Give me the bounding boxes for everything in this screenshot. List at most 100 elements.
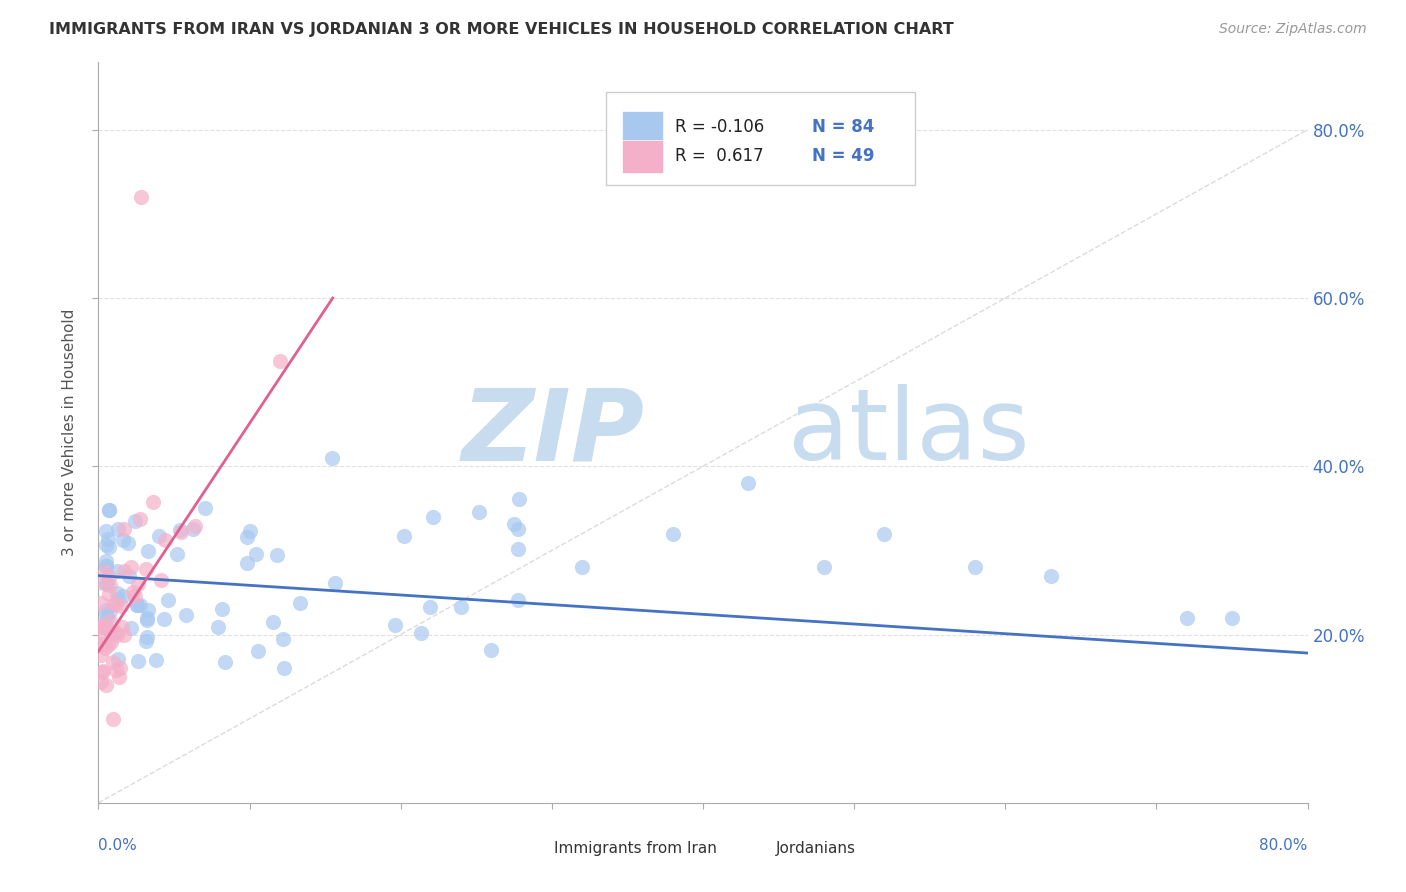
Point: [94, 565, 117, 579]
Text: Immigrants from Iran: Immigrants from Iran: [554, 841, 717, 856]
Point: [93, 665, 115, 679]
Point: [124, 514, 146, 528]
Point: [108, 670, 131, 684]
FancyBboxPatch shape: [621, 140, 664, 173]
Point: [103, 655, 125, 669]
Point: [288, 596, 311, 610]
Point: [467, 505, 489, 519]
Point: [98, 540, 121, 554]
Point: [245, 547, 267, 561]
Point: [90, 596, 112, 610]
Point: [148, 529, 170, 543]
Point: [94, 554, 117, 568]
Point: [93, 641, 115, 656]
Point: [129, 512, 152, 526]
Point: [107, 651, 129, 665]
Point: [661, 526, 683, 541]
Point: [873, 526, 896, 541]
Point: [214, 655, 236, 669]
Point: [157, 593, 180, 607]
Point: [166, 547, 188, 561]
Point: [127, 654, 149, 668]
Point: [94, 608, 117, 623]
Point: [100, 627, 122, 641]
Point: [142, 495, 165, 509]
Point: [506, 523, 529, 537]
Point: [90, 674, 112, 689]
Point: [96, 575, 118, 590]
FancyBboxPatch shape: [522, 837, 553, 861]
Point: [90, 619, 112, 633]
Point: [100, 578, 122, 592]
Point: [105, 586, 128, 600]
Point: [112, 565, 135, 579]
Point: [96, 611, 118, 625]
Point: [120, 560, 142, 574]
Point: [104, 597, 127, 611]
Point: [94, 538, 117, 552]
Point: [262, 615, 284, 630]
Point: [479, 643, 502, 657]
Point: [91, 620, 114, 634]
Point: [96, 678, 118, 692]
Text: N = 49: N = 49: [811, 147, 875, 165]
Point: [207, 620, 229, 634]
Point: [246, 644, 269, 658]
Point: [103, 597, 125, 611]
Point: [150, 573, 173, 587]
Point: [90, 574, 112, 589]
Point: [236, 556, 259, 570]
Point: [104, 625, 127, 640]
Point: [97, 570, 120, 584]
Text: 0.0%: 0.0%: [98, 838, 138, 854]
Point: [135, 562, 157, 576]
Text: ZIP: ZIP: [461, 384, 644, 481]
Point: [111, 589, 134, 603]
Text: Jordanians: Jordanians: [776, 841, 855, 856]
Point: [110, 599, 132, 613]
Point: [98, 587, 121, 601]
Point: [508, 492, 530, 507]
Point: [422, 510, 444, 524]
Point: [112, 628, 135, 642]
Point: [506, 541, 529, 556]
Point: [121, 584, 143, 599]
Point: [107, 592, 129, 607]
Point: [194, 501, 217, 516]
Point: [135, 633, 157, 648]
Point: [97, 533, 120, 547]
Point: [392, 529, 415, 543]
Point: [129, 190, 152, 204]
FancyBboxPatch shape: [740, 837, 770, 861]
Point: [129, 599, 152, 613]
Point: [118, 569, 141, 583]
Point: [239, 524, 262, 538]
Point: [117, 536, 139, 550]
Point: [127, 577, 149, 591]
Point: [419, 600, 441, 615]
Point: [125, 598, 148, 612]
Point: [1039, 568, 1062, 582]
Point: [124, 589, 146, 603]
Point: [98, 604, 121, 618]
Point: [236, 529, 259, 543]
Point: [112, 522, 135, 536]
Point: [90, 628, 112, 642]
Point: [503, 516, 526, 531]
Point: [271, 632, 294, 646]
Point: [97, 638, 120, 652]
Text: IMMIGRANTS FROM IRAN VS JORDANIAN 3 OR MORE VEHICLES IN HOUSEHOLD CORRELATION CH: IMMIGRANTS FROM IRAN VS JORDANIAN 3 OR M…: [49, 22, 953, 37]
Point: [94, 558, 117, 573]
Point: [135, 630, 157, 644]
Point: [103, 712, 125, 726]
Point: [104, 663, 127, 677]
Point: [184, 518, 207, 533]
Point: [111, 620, 134, 634]
Point: [94, 621, 117, 635]
Point: [181, 522, 204, 536]
FancyBboxPatch shape: [606, 92, 915, 185]
Point: [91, 665, 114, 679]
Point: [107, 522, 129, 536]
Point: [169, 523, 191, 537]
Text: 80.0%: 80.0%: [1260, 838, 1308, 854]
